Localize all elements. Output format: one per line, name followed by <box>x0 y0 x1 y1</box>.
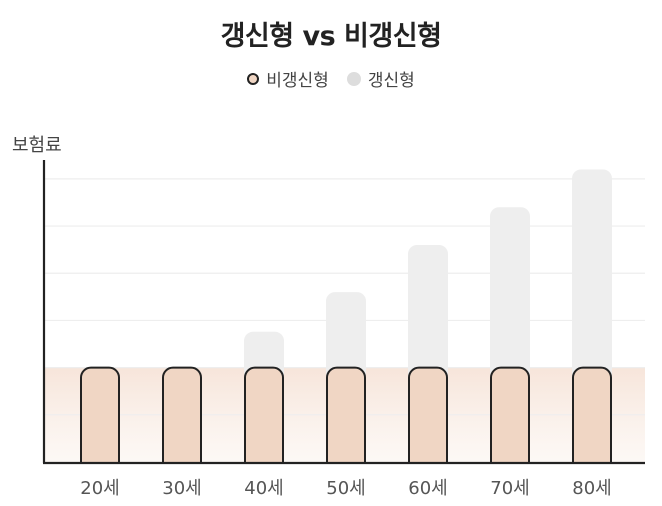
legend-label-nonrenewable: 비갱신형 <box>266 71 329 91</box>
x-tick-label: 80세 <box>572 478 611 499</box>
x-tick-label: 30세 <box>162 478 201 499</box>
chart-title: 갱신형 vs 비갱신형 <box>220 21 442 52</box>
bar-nonrenewable <box>162 366 202 473</box>
x-tick-label: 50세 <box>326 478 365 499</box>
x-tick-label: 60세 <box>408 478 447 499</box>
bar-nonrenewable <box>572 366 612 473</box>
legend-label-renewable: 갱신형 <box>367 71 415 91</box>
axis-mask <box>0 463 662 506</box>
legend-swatch-renewable <box>346 71 361 86</box>
legend-item-nonrenewable: 비갱신형 <box>247 66 329 91</box>
legend-swatch-nonrenewable <box>247 72 260 85</box>
bar-nonrenewable <box>80 366 120 473</box>
bar-nonrenewable <box>244 366 284 473</box>
y-axis-label: 보험료 <box>12 135 62 156</box>
legend: 비갱신형 갱신형 <box>0 66 662 91</box>
bar-nonrenewable <box>326 366 366 473</box>
legend-item-renewable: 갱신형 <box>346 66 415 91</box>
x-tick-label: 20세 <box>80 478 119 499</box>
x-tick-label: 40세 <box>244 478 283 499</box>
x-tick-label: 70세 <box>490 478 529 499</box>
bar-nonrenewable <box>408 366 448 473</box>
bar-nonrenewable <box>490 366 530 473</box>
